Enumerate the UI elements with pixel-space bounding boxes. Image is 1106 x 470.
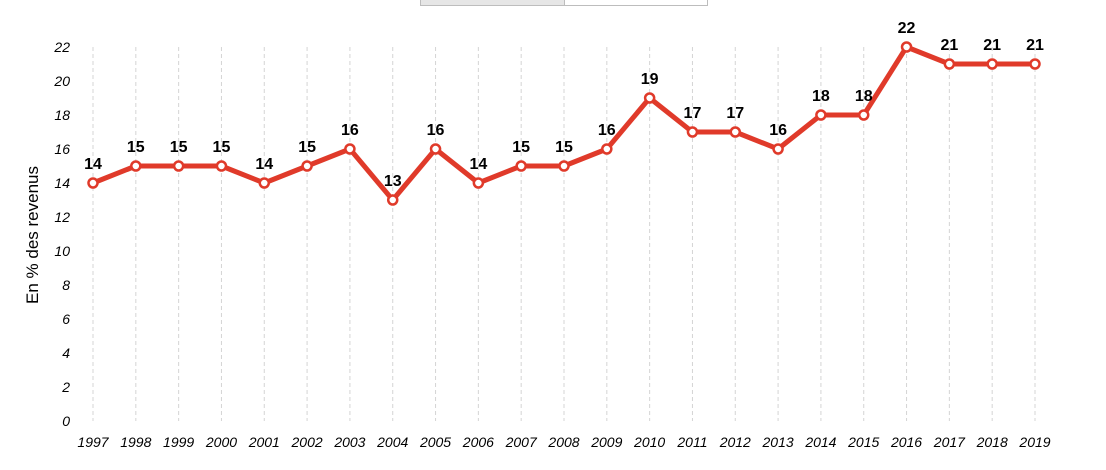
series-group [87,41,1041,206]
y-axis-label: En % des revenus [23,166,42,304]
x-tick-label: 2012 [719,434,751,450]
x-tick-label: 2003 [333,434,365,450]
y-tick-label: 0 [62,413,70,429]
data-point [986,58,998,70]
data-label: 13 [384,173,402,190]
data-point [601,143,613,155]
y-tick-label: 2 [61,379,70,395]
y-tick-label: 22 [53,39,70,55]
data-labels: 14 15 15 15 14 15 16 13 16 14 15 15 16 19 17 17 16 18 18 22… [84,20,1044,190]
data-label: 15 [555,139,573,156]
data-point [1029,58,1041,70]
data-point [344,143,356,155]
data-label: 14 [469,156,487,173]
data-label: 16 [341,122,359,139]
data-label: 21 [1026,37,1044,54]
x-tick-label: 2006 [462,434,494,450]
data-label: 16 [427,122,445,139]
top-tab-bar [420,0,708,6]
data-point [857,109,870,121]
data-label: 15 [213,139,231,156]
data-label: 16 [598,122,616,139]
data-point [900,41,913,53]
x-tick-label: 2015 [847,434,879,450]
data-label: 18 [812,88,830,105]
data-point [258,177,271,189]
data-point [87,177,99,189]
data-label: 15 [127,139,145,156]
x-tick-label: 2009 [590,434,622,450]
data-label: 19 [641,71,659,88]
data-point [429,143,442,155]
x-tick-label: 2011 [676,434,707,450]
x-tick-label: 2001 [248,434,280,450]
x-tick-label: 2005 [419,434,451,450]
x-tick-label: 2018 [976,434,1008,450]
y-tick-label: 10 [54,243,70,259]
data-point [472,177,485,189]
data-point [301,160,313,172]
data-label: 22 [898,20,916,37]
x-tick-label: 1997 [77,434,109,450]
x-tick-label: 1999 [163,434,194,450]
data-point [943,58,956,70]
data-point [772,143,784,155]
data-label: 16 [769,122,787,139]
y-tick-label: 14 [54,175,70,191]
x-tick-label: 1998 [120,434,151,450]
x-tick-label: 2017 [933,434,966,450]
y-tick-label: 4 [62,345,70,361]
data-label: 21 [940,37,958,54]
data-label: 21 [983,37,1001,54]
x-tick-label: 2014 [804,434,836,450]
x-axis-ticks: 1997 1998 1999 2000 2001 2002 2003 2004 2005 2006… [77,434,1050,450]
data-point [386,194,399,206]
top-tab-active[interactable] [420,0,565,6]
y-tick-label: 20 [53,73,70,89]
x-tick-label: 2004 [376,434,408,450]
data-point [815,109,827,121]
data-label: 15 [170,139,188,156]
top-tab-inactive[interactable] [564,0,708,6]
y-tick-label: 16 [54,141,70,157]
data-point [130,160,142,172]
data-point [515,160,527,172]
x-tick-label: 2010 [633,434,665,450]
y-tick-label: 18 [54,107,70,123]
data-label: 15 [512,139,530,156]
x-tick-label: 2013 [762,434,794,450]
data-label: 18 [855,88,873,105]
y-tick-label: 6 [62,311,70,327]
y-tick-label: 12 [54,209,70,225]
x-tick-label: 2008 [547,434,579,450]
data-label: 14 [84,156,102,173]
data-label: 17 [684,105,702,122]
data-point [686,126,699,138]
data-point [172,160,185,172]
data-point [643,92,656,104]
data-label: 15 [298,139,316,156]
x-tick-label: 2000 [205,434,237,450]
y-tick-label: 8 [62,277,70,293]
data-point [558,160,570,172]
data-point [215,160,228,172]
data-label: 17 [726,105,744,122]
y-axis-ticks: 0 2 4 6 8 10 12 14 16 18 20 22 [53,39,70,429]
gridlines [92,47,1036,421]
data-point [729,126,742,138]
x-tick-label: 2007 [505,434,538,450]
x-tick-label: 2002 [291,434,323,450]
x-tick-label: 2016 [890,434,922,450]
data-label: 14 [255,156,273,173]
x-tick-label: 2019 [1018,434,1050,450]
